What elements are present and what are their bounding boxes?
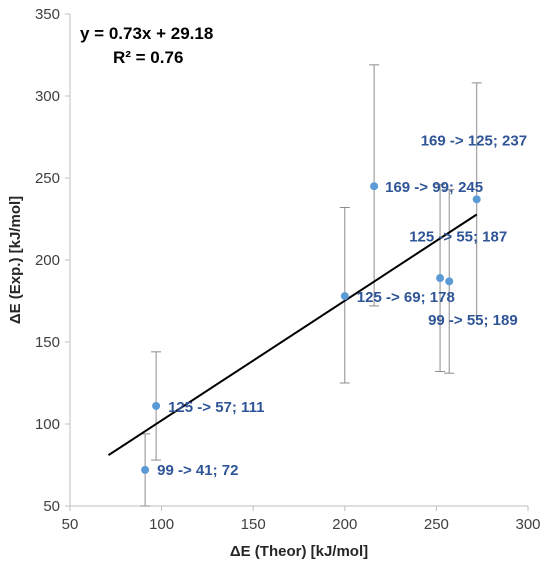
point-label: 169 -> 125; 237	[421, 132, 527, 149]
y-tick-label: 250	[35, 170, 60, 187]
y-tick-label: 350	[35, 6, 60, 23]
point-label: 125 -> 69; 178	[357, 289, 455, 306]
data-point	[472, 195, 481, 204]
data-point	[340, 292, 349, 301]
data-point	[370, 182, 379, 191]
y-tick-label: 200	[35, 252, 60, 269]
y-tick-label: 50	[43, 498, 60, 515]
x-tick-label: 150	[241, 516, 266, 533]
x-axis-title: ΔE (Theor) [kJ/mol]	[230, 543, 368, 560]
point-label: 125 -> 55; 187	[409, 228, 507, 245]
x-tick-label: 250	[424, 516, 449, 533]
y-axis-title: ΔE (Exp.) [kJ/mol]	[7, 196, 24, 324]
data-point	[436, 274, 445, 283]
y-tick-label: 100	[35, 416, 60, 433]
x-tick-label: 50	[62, 516, 79, 533]
data-point	[141, 465, 150, 474]
error-bars	[140, 64, 482, 507]
point-labels: 99 -> 41; 72 125 -> 57; 111 125 -> 69; 178…	[157, 132, 527, 479]
trendline	[107, 213, 478, 456]
point-label: 169 -> 99; 245	[385, 179, 483, 196]
x-tick-labels: 50 100 150 200 250 300	[62, 506, 541, 533]
x-tick-label: 300	[515, 516, 540, 533]
r-squared: R² = 0.76	[113, 48, 183, 67]
data-points	[141, 182, 481, 474]
y-tick-label: 150	[35, 334, 60, 351]
x-tick-label: 100	[149, 516, 174, 533]
trendline-equation: y = 0.73x + 29.18	[80, 24, 213, 43]
y-tick-labels: 50 100 150 200 250 300 350	[35, 6, 70, 515]
plot-axes	[69, 14, 528, 507]
data-point	[445, 277, 454, 286]
point-label: 99 -> 55; 189	[428, 312, 518, 329]
point-label: 99 -> 41; 72	[157, 462, 238, 479]
y-tick-label: 300	[35, 88, 60, 105]
data-point	[152, 401, 161, 410]
point-label: 125 -> 57; 111	[168, 399, 264, 416]
x-tick-label: 200	[332, 516, 357, 533]
